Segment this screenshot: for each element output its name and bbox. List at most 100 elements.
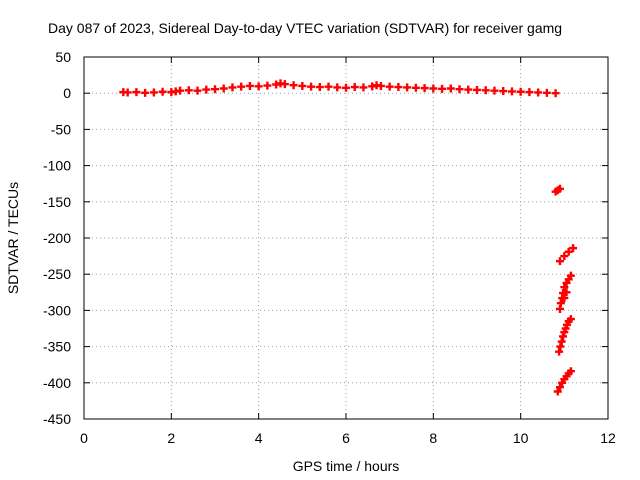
data-point [324, 82, 333, 91]
y-tick-label: 0 [63, 85, 71, 101]
data-point [132, 88, 141, 97]
series-5 [555, 315, 575, 356]
data-point [123, 88, 132, 97]
data-point [376, 81, 385, 90]
data-point [560, 294, 569, 303]
data-point [481, 86, 490, 95]
x-tick-label: 12 [600, 430, 616, 446]
data-point [219, 84, 228, 93]
data-point [566, 367, 575, 376]
series-2 [551, 184, 564, 196]
data-point [420, 84, 429, 93]
y-tick-label: -200 [43, 230, 71, 246]
data-point [551, 187, 560, 196]
y-axis-label: SDTVAR / TECUs [5, 182, 21, 294]
data-point [566, 271, 575, 280]
y-tick-label: -150 [43, 194, 71, 210]
data-point [149, 88, 158, 97]
data-point [534, 88, 543, 97]
data-point [254, 82, 263, 91]
data-point [507, 87, 516, 96]
data-point [555, 383, 564, 392]
data-point [499, 87, 508, 96]
series-4 [555, 271, 575, 313]
y-tick-label: -450 [43, 411, 71, 427]
x-tick-label: 8 [429, 430, 437, 446]
x-tick-label: 6 [342, 430, 350, 446]
data-point [176, 86, 185, 95]
x-tick-label: 10 [513, 430, 529, 446]
y-tick-label: -300 [43, 302, 71, 318]
data-point [555, 257, 564, 266]
data-point [560, 283, 569, 292]
data-point [490, 86, 499, 95]
data-point [555, 184, 564, 193]
series-1 [119, 79, 560, 98]
data-point [566, 315, 575, 324]
y-tick-label: -400 [43, 375, 71, 391]
data-point [556, 342, 565, 351]
data-point [333, 83, 342, 92]
data-point [211, 85, 219, 94]
data-point [350, 83, 359, 92]
data-point [473, 85, 481, 94]
x-tick-label: 0 [80, 430, 88, 446]
data-point [569, 244, 578, 253]
data-point [556, 299, 565, 308]
data-point [553, 387, 562, 396]
data-point [542, 88, 551, 97]
data-point [245, 81, 254, 90]
y-tick-label: -50 [51, 121, 71, 137]
data-point [394, 83, 403, 92]
data-point [464, 85, 473, 94]
data-point [184, 86, 193, 95]
data-point [438, 84, 447, 93]
y-tick-label: -250 [43, 266, 71, 282]
data-point [564, 247, 573, 256]
data-point [202, 85, 211, 94]
data-points-layer [119, 79, 578, 396]
data-point [263, 81, 272, 90]
data-point [158, 87, 167, 96]
data-point [307, 82, 316, 91]
data-point [289, 81, 298, 90]
data-point [298, 81, 307, 90]
data-point [525, 88, 534, 97]
series-3 [555, 244, 578, 266]
data-point [193, 86, 202, 95]
x-tick-label: 2 [167, 430, 175, 446]
data-point [446, 84, 455, 93]
data-point [455, 85, 464, 94]
data-point [342, 83, 350, 92]
x-tick-label: 4 [255, 430, 263, 446]
data-point [228, 83, 237, 92]
x-axis-label: GPS time / hours [293, 458, 400, 474]
data-point [557, 337, 566, 346]
data-point [315, 83, 324, 92]
series-6 [553, 367, 575, 396]
data-point [559, 332, 568, 341]
data-point [411, 83, 420, 92]
data-point [429, 84, 438, 93]
data-point [359, 83, 368, 92]
data-point [560, 252, 569, 261]
data-point [562, 288, 571, 297]
data-point [516, 87, 525, 96]
y-tick-labels: 50 0 -50 -100 -150 -200 -250 -300 -350 -400 -450 [43, 49, 71, 427]
ticks-layer [83, 56, 609, 420]
chart-title: Day 087 of 2023, Sidereal Day-to-day VTE… [48, 20, 562, 36]
x-tick-labels: 0 2 4 6 8 10 12 [80, 430, 616, 446]
y-tick-label: -350 [43, 339, 71, 355]
data-point [280, 80, 289, 89]
data-point [237, 82, 246, 91]
data-point [551, 89, 560, 98]
data-point [555, 347, 564, 356]
data-point [141, 88, 150, 97]
data-point [385, 82, 394, 91]
data-point [403, 83, 412, 92]
y-tick-label: -100 [43, 158, 71, 174]
grid-layer [84, 57, 608, 419]
y-tick-label: 50 [55, 49, 71, 65]
